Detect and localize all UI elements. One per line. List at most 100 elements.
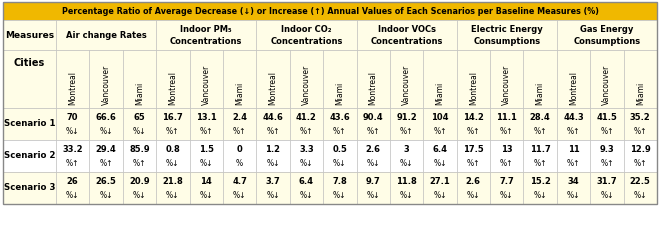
Bar: [390, 140, 423, 172]
Text: %↓: %↓: [133, 127, 147, 135]
Text: Percentage Ratio of Average Decrease (↓) or Increase (↑) Annual Values of Each S: Percentage Ratio of Average Decrease (↓)…: [61, 7, 599, 16]
Text: %↓: %↓: [366, 191, 380, 200]
Text: %↑: %↑: [199, 127, 213, 135]
Text: 14: 14: [201, 177, 212, 186]
Text: 66.6: 66.6: [96, 113, 117, 122]
Text: 43.6: 43.6: [329, 113, 350, 122]
Text: 26.5: 26.5: [96, 177, 117, 186]
Text: %↑: %↑: [567, 127, 580, 135]
Bar: [356, 172, 390, 204]
Bar: [123, 172, 156, 204]
Text: Miami: Miami: [536, 82, 544, 105]
Text: Scenario 1: Scenario 1: [4, 120, 55, 129]
Text: %↓: %↓: [133, 191, 147, 200]
Text: 4.7: 4.7: [232, 177, 247, 186]
Text: %↑: %↑: [500, 127, 513, 135]
Text: 70: 70: [67, 113, 79, 122]
Bar: [523, 108, 557, 140]
Text: %↓: %↓: [333, 191, 346, 200]
Text: 65: 65: [133, 113, 145, 122]
Text: 16.7: 16.7: [162, 113, 183, 122]
Text: %↑: %↑: [166, 127, 180, 135]
Bar: [624, 108, 657, 140]
Text: 3.3: 3.3: [299, 145, 314, 154]
Text: Gas Energy: Gas Energy: [580, 25, 634, 34]
Bar: [590, 140, 624, 172]
Text: %↓: %↓: [233, 191, 246, 200]
Text: 1.5: 1.5: [199, 145, 214, 154]
Bar: [156, 108, 189, 140]
Bar: [457, 172, 490, 204]
Text: Vancouver: Vancouver: [502, 65, 512, 105]
Bar: [3, 50, 657, 108]
Text: 21.8: 21.8: [162, 177, 183, 186]
Bar: [490, 108, 523, 140]
Text: %↓: %↓: [467, 191, 480, 200]
Bar: [123, 50, 156, 108]
Text: %↓: %↓: [400, 159, 413, 168]
Text: %↓: %↓: [433, 191, 447, 200]
Text: 41.5: 41.5: [597, 113, 617, 122]
Text: %↑: %↑: [634, 159, 647, 168]
Text: 2.6: 2.6: [366, 145, 381, 154]
Bar: [323, 172, 356, 204]
Bar: [356, 50, 390, 108]
Bar: [557, 20, 657, 50]
Bar: [323, 50, 356, 108]
Text: Miami: Miami: [636, 82, 645, 105]
Text: 6.4: 6.4: [299, 177, 314, 186]
Bar: [323, 140, 356, 172]
Text: %↓: %↓: [66, 191, 79, 200]
Bar: [390, 108, 423, 140]
Text: %↓: %↓: [366, 159, 380, 168]
Bar: [156, 140, 189, 172]
Text: Miami: Miami: [436, 82, 444, 105]
Text: %↓: %↓: [333, 159, 346, 168]
Bar: [3, 108, 657, 140]
Text: %↑: %↑: [467, 127, 480, 135]
Bar: [256, 20, 356, 50]
Text: 35.2: 35.2: [630, 113, 651, 122]
Text: Montreal: Montreal: [68, 71, 77, 105]
Bar: [123, 108, 156, 140]
Bar: [3, 20, 56, 50]
Text: %↓: %↓: [433, 159, 447, 168]
Bar: [89, 172, 123, 204]
Text: %↑: %↑: [600, 127, 614, 135]
Bar: [590, 50, 624, 108]
Text: %↓: %↓: [600, 191, 614, 200]
Bar: [3, 140, 56, 172]
Bar: [3, 50, 56, 108]
Bar: [256, 140, 290, 172]
Bar: [3, 2, 657, 204]
Bar: [557, 50, 590, 108]
Text: Indoor VOCs: Indoor VOCs: [378, 25, 436, 34]
Text: 3.7: 3.7: [266, 177, 280, 186]
Text: %↓: %↓: [199, 159, 213, 168]
Text: %↓: %↓: [166, 191, 180, 200]
Bar: [590, 108, 624, 140]
Bar: [123, 140, 156, 172]
Text: 0: 0: [237, 145, 242, 154]
Text: Consumptions: Consumptions: [473, 37, 541, 46]
Text: Vancouver: Vancouver: [202, 65, 211, 105]
Text: %↑: %↑: [300, 127, 313, 135]
Bar: [457, 108, 490, 140]
Text: 11.1: 11.1: [496, 113, 517, 122]
Bar: [189, 50, 223, 108]
Bar: [423, 50, 457, 108]
Bar: [189, 172, 223, 204]
Text: %: %: [236, 159, 243, 168]
Bar: [490, 140, 523, 172]
Text: Indoor PM₅: Indoor PM₅: [180, 25, 232, 34]
Text: 104: 104: [431, 113, 449, 122]
Bar: [557, 108, 590, 140]
Text: %↑: %↑: [567, 159, 580, 168]
Text: Scenario 3: Scenario 3: [4, 183, 55, 193]
Text: 91.2: 91.2: [396, 113, 417, 122]
Bar: [56, 172, 89, 204]
Text: %↓: %↓: [100, 127, 113, 135]
Text: %↑: %↑: [467, 159, 480, 168]
Text: 3: 3: [404, 145, 409, 154]
Text: 26: 26: [67, 177, 79, 186]
